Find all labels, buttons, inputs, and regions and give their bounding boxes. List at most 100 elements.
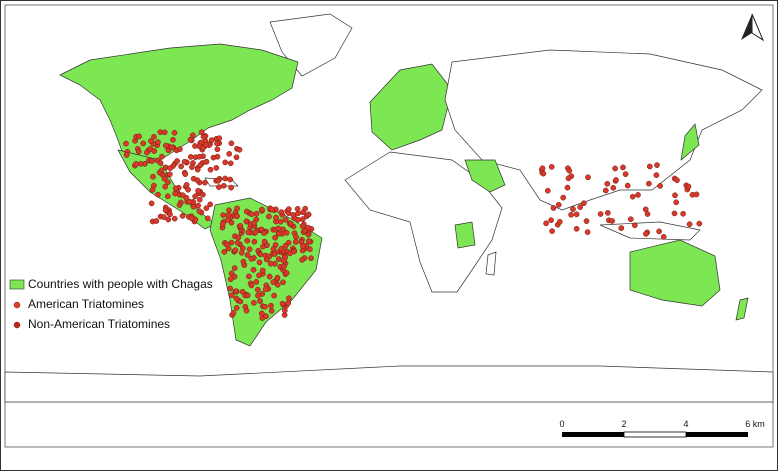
occurrence-point xyxy=(170,136,176,143)
occurrence-point xyxy=(285,300,292,306)
occurrence-point xyxy=(275,256,282,262)
occurrence-point xyxy=(133,161,139,167)
occurrence-point xyxy=(283,229,290,236)
occurrence-point xyxy=(164,179,171,185)
occurrence-point xyxy=(259,267,266,274)
occurrence-point xyxy=(202,141,209,148)
occurrence-point xyxy=(254,286,261,293)
scale-label: 2 xyxy=(621,419,626,429)
occurrence-point xyxy=(280,263,287,270)
occurrence-point xyxy=(192,143,198,149)
occurrence-point xyxy=(631,222,638,229)
occurrence-point xyxy=(243,218,250,225)
occurrence-point xyxy=(155,191,161,198)
occurrence-point xyxy=(292,239,299,245)
occurrence-point xyxy=(620,164,626,171)
occurrence-point xyxy=(274,281,281,288)
occurrence-point xyxy=(245,229,252,236)
occurrence-point xyxy=(286,295,292,302)
occurrence-point xyxy=(300,243,306,250)
occurrence-point xyxy=(305,231,312,238)
occurrence-point xyxy=(215,177,222,184)
scale-label: 6 km xyxy=(745,419,765,429)
occurrence-point xyxy=(272,234,278,241)
occurrence-point xyxy=(602,187,609,194)
occurrence-point xyxy=(285,206,292,212)
occurrence-point xyxy=(182,171,189,178)
occurrence-point xyxy=(671,210,678,217)
occurrence-point xyxy=(151,133,157,140)
occurrence-point xyxy=(203,205,210,212)
occurrence-point xyxy=(244,252,251,258)
occurrence-point xyxy=(195,202,201,209)
occurrence-point xyxy=(214,146,221,153)
occurrence-point xyxy=(246,273,252,280)
occurrence-point xyxy=(266,213,272,220)
occurrence-point xyxy=(565,175,572,182)
occurrence-point xyxy=(161,214,167,220)
occurrence-point xyxy=(673,199,680,206)
occurrence-points xyxy=(123,129,703,321)
occurrence-point xyxy=(189,132,196,139)
occurrence-point xyxy=(251,299,257,306)
occurrence-point xyxy=(268,302,274,309)
occurrence-point xyxy=(624,182,631,189)
occurrence-point xyxy=(305,211,312,218)
occurrence-point xyxy=(225,212,232,218)
occurrence-point xyxy=(672,192,678,199)
asia xyxy=(444,49,763,211)
occurrence-point xyxy=(227,285,233,292)
occurrence-point xyxy=(214,140,220,147)
occurrence-point xyxy=(234,239,241,246)
occurrence-point xyxy=(573,225,580,232)
occurrence-point xyxy=(123,152,130,158)
occurrence-point xyxy=(225,245,232,252)
occurrence-point xyxy=(256,272,262,279)
occurrence-point xyxy=(283,270,290,276)
occurrence-point xyxy=(227,160,234,167)
occurrence-point xyxy=(235,234,242,241)
occurrence-point xyxy=(685,183,692,190)
occurrence-point xyxy=(200,191,206,198)
occurrence-point xyxy=(178,163,184,170)
legend-label: Countries with people with Chagas xyxy=(28,277,213,291)
occurrence-point xyxy=(179,213,186,219)
occurrence-point xyxy=(167,211,173,218)
occurrence-point xyxy=(188,215,195,222)
occurrence-point xyxy=(207,166,214,173)
saudi-arabia xyxy=(464,159,506,193)
landmasses xyxy=(4,13,774,403)
occurrence-point xyxy=(167,165,174,172)
occurrence-point xyxy=(610,184,617,191)
occurrence-point xyxy=(262,303,268,310)
occurrence-point xyxy=(246,246,253,253)
north-america xyxy=(59,43,299,166)
occurrence-point xyxy=(234,213,240,220)
occurrence-point xyxy=(674,177,680,184)
occurrence-point xyxy=(281,307,288,314)
australia xyxy=(629,239,721,307)
occurrence-point xyxy=(642,206,649,213)
scale-segment xyxy=(686,432,748,437)
occurrence-point xyxy=(604,210,611,216)
occurrence-point xyxy=(604,180,611,187)
occurrence-point xyxy=(190,203,197,210)
occurrence-point xyxy=(162,183,169,190)
occurrence-point xyxy=(257,298,263,304)
occurrence-point xyxy=(233,288,240,295)
legend-swatch xyxy=(9,279,25,290)
occurrence-point xyxy=(136,133,142,140)
occurrence-point xyxy=(248,211,255,218)
scale-segment xyxy=(623,431,687,438)
occurrence-point xyxy=(627,216,634,223)
occurrence-point xyxy=(570,206,576,212)
occurrence-point xyxy=(279,300,286,307)
occurrence-point xyxy=(259,206,265,213)
occurrence-point xyxy=(251,220,257,226)
occurrence-point xyxy=(187,136,194,143)
occurrence-point xyxy=(164,193,171,200)
occurrence-point xyxy=(196,196,203,203)
occurrence-point xyxy=(295,216,302,223)
occurrence-point xyxy=(629,193,636,200)
occurrence-point xyxy=(248,282,255,289)
